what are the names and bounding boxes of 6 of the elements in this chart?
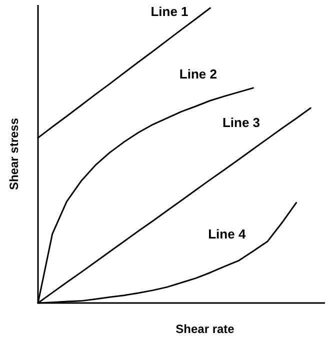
series-label: Line 2 bbox=[179, 66, 217, 82]
series-label: Line 1 bbox=[150, 4, 188, 19]
x-axis-title: Shear rate bbox=[176, 322, 235, 336]
series-label: Line 4 bbox=[208, 226, 246, 242]
series-label: Line 3 bbox=[222, 115, 260, 130]
y-axis-title: Shear stress bbox=[7, 118, 21, 190]
